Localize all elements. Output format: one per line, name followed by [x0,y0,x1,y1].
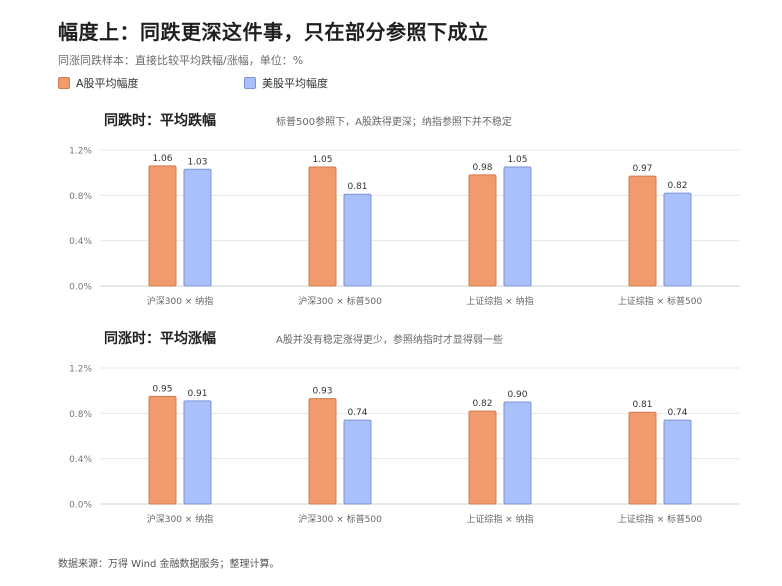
bar-a-share [628,175,657,287]
data-label: 0.90 [507,390,527,400]
data-label: 0.74 [347,408,367,418]
y-tick-label: 0.4% [69,455,92,465]
x-tick-label: 沪深300 × 纳指 [147,295,213,307]
bar-a-share [308,166,337,287]
bar-a-share [308,398,337,505]
x-tick-label: 上证综指 × 标普500 [618,295,703,307]
bar-us [503,401,532,505]
x-tick-label: 上证综指 × 纳指 [466,513,533,525]
chart-decline: 0.0% 0.4% 0.8% 1.2% 1.06 1.03 沪深300 × 纳指 1.05 0.… [69,147,740,307]
page-subtitle: 同涨同跌样本：直接比较平均跌幅/涨幅，单位：% [58,54,304,67]
data-label: 0.91 [187,389,207,399]
bar-us [183,400,212,505]
bar-a-share [468,174,497,287]
legend-swatch-us [244,77,256,89]
panel-title-decline: 同跌时：平均跌幅 [104,113,216,129]
panel-title-rise: 同涨时：平均涨幅 [104,331,216,347]
x-tick-label: 上证综指 × 标普500 [618,513,703,525]
page-title: 幅度上：同跌更深这件事，只在部分参照下成立 [58,20,489,44]
data-label: 0.82 [472,399,492,409]
data-label: 0.81 [632,400,652,410]
y-tick-label: 1.2% [69,147,92,157]
data-label: 0.74 [667,408,687,418]
bar-us [343,193,372,287]
data-label: 1.06 [152,154,172,164]
data-label: 0.97 [632,164,652,174]
legend-swatch-a-share [58,77,70,89]
data-label: 1.05 [312,155,332,165]
chart-rise: 0.0% 0.4% 0.8% 1.2% 0.95 0.91 沪深300 × 纳指 0.93 0.… [69,365,740,525]
y-tick-label: 0.8% [69,410,92,420]
y-tick-label: 0.0% [69,501,92,511]
x-tick-label: 上证综指 × 纳指 [466,295,533,307]
legend-label-us: 美股平均幅度 [262,77,328,90]
bar-us [343,419,372,505]
y-tick-label: 0.0% [69,283,92,293]
data-label: 0.98 [472,163,492,173]
source-footnote: 数据来源：万得 Wind 金融数据服务；整理计算。 [58,559,280,570]
panel-note-decline: 标普500参照下，A股跌得更深；纳指参照下并不稳定 [276,117,512,128]
panel-note-rise: A股并没有稳定涨得更少，参照纳指时才显得弱一些 [276,335,503,346]
legend-item-us: 美股平均幅度 [244,75,328,91]
data-label: 0.93 [312,387,332,397]
data-label: 0.82 [667,181,687,191]
legend-item-a-share: A股平均幅度 [58,75,244,91]
bar-a-share [148,165,177,287]
bar-us [663,419,692,505]
bar-us [183,168,212,287]
data-label: 0.81 [347,182,367,192]
bar-a-share [148,395,177,505]
bar-us [503,166,532,287]
bar-a-share [468,410,497,505]
x-tick-label: 沪深300 × 标普500 [298,513,382,525]
data-label: 1.03 [187,157,207,167]
bar-a-share [628,411,657,505]
y-tick-label: 0.8% [69,192,92,202]
data-label: 0.95 [152,384,172,394]
bar-us [663,192,692,287]
data-label: 1.05 [507,155,527,165]
x-tick-label: 沪深300 × 标普500 [298,295,382,307]
y-tick-label: 0.4% [69,237,92,247]
legend: A股平均幅度 美股平均幅度 [58,75,328,91]
x-tick-label: 沪深300 × 纳指 [147,513,213,525]
legend-label-a-share: A股平均幅度 [76,77,139,90]
y-tick-label: 1.2% [69,365,92,375]
